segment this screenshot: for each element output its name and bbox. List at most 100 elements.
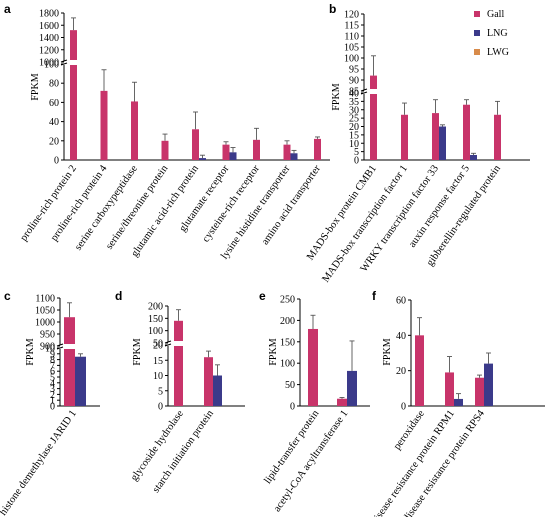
y-tick-label: 25 xyxy=(349,114,359,125)
y-tick-label: 60 xyxy=(49,98,59,109)
y-tick-label: 100 xyxy=(344,54,359,65)
y-tick-label: 0 xyxy=(50,402,55,413)
bar-gall xyxy=(314,138,321,160)
bar-gall xyxy=(204,357,213,406)
y-tick-label: 40 xyxy=(49,117,59,128)
y-tick-label: 1200 xyxy=(39,45,59,56)
y-tick-label: 2 xyxy=(50,390,55,401)
y-tick-label: 150 xyxy=(280,337,295,348)
y-tick-label: 6 xyxy=(50,367,55,378)
y-tick-label: 50 xyxy=(153,339,163,350)
bar-lng xyxy=(470,154,477,160)
bar-gall xyxy=(131,101,138,160)
y-tick-label: 0 xyxy=(54,156,59,167)
x-tick-label: proline-rich protein 2 xyxy=(18,163,79,243)
bar-gall xyxy=(370,75,377,160)
bar-gall xyxy=(308,328,318,406)
y-tick-label: 1000 xyxy=(35,318,55,329)
y-tick-label: 200 xyxy=(280,316,295,327)
y-tick-label: 0 xyxy=(290,402,295,413)
y-tick-label: 1100 xyxy=(35,294,55,305)
x-tick-label: glycoside hydrolase xyxy=(129,408,186,483)
bar-gall xyxy=(222,144,230,160)
y-tick-label: 30 xyxy=(349,105,359,116)
bar-gall xyxy=(283,144,291,160)
bar-gall xyxy=(445,372,454,406)
y-tick-label: 1800 xyxy=(39,9,59,20)
x-tick-label: starch initiation protein xyxy=(151,408,217,495)
y-tick-label: 150 xyxy=(148,314,163,325)
y-tick-label: 1000 xyxy=(39,58,59,69)
bar-gall xyxy=(100,90,108,160)
y-tick-label: 10 xyxy=(153,371,163,382)
bar-lng xyxy=(454,398,463,406)
panel-e: e FPKM 0 50 100 150 200 250 lipid-transfer prote… xyxy=(259,289,370,514)
bar-segment-lower xyxy=(70,65,77,160)
y-tick-label: 20 xyxy=(396,366,406,377)
bar-gall xyxy=(415,335,424,406)
bar-lng xyxy=(347,370,357,406)
bar-gall xyxy=(192,129,199,160)
panel-letter: f xyxy=(372,289,377,303)
y-tick-label: 20 xyxy=(349,122,359,133)
bar-gall xyxy=(475,377,484,406)
bar-gall xyxy=(494,114,501,160)
bar-lng xyxy=(439,126,446,160)
y-tick-label: 9 xyxy=(50,349,55,360)
bar-lng xyxy=(199,158,206,160)
panel-letter: b xyxy=(329,2,336,16)
y-tick-label: 200 xyxy=(148,302,163,313)
legend-swatch-gall xyxy=(474,11,480,17)
y-tick-label: 95 xyxy=(349,65,359,76)
y-tick-label: 5 xyxy=(50,373,55,384)
legend: Gall LNG LWG xyxy=(474,9,509,58)
y-tick-label: 80 xyxy=(49,79,59,90)
y-tick-label: 100 xyxy=(44,60,59,71)
y-tick-label: 7 xyxy=(50,361,55,372)
x-tick-label: lipid-transfer protein xyxy=(262,408,321,486)
panel-letter: d xyxy=(115,289,122,303)
bar-segment-upper xyxy=(64,317,75,344)
y-tick-label: 90 xyxy=(349,76,359,87)
bar-lng xyxy=(75,356,86,406)
y-tick-label: 950 xyxy=(40,330,55,341)
y-axis-label: FPKM xyxy=(132,338,143,365)
bar-gall xyxy=(337,398,347,406)
legend-label: Gall xyxy=(487,9,504,20)
y-tick-label: 15 xyxy=(153,356,163,367)
y-tick-label: 10 xyxy=(349,139,359,150)
y-tick-label: 20 xyxy=(153,341,163,352)
y-tick-label: 35 xyxy=(349,97,359,108)
y-tick-label: 0 xyxy=(354,156,359,167)
y-tick-label: 40 xyxy=(396,331,406,342)
y-axis-label: FPKM xyxy=(268,338,279,365)
legend-label: LNG xyxy=(487,28,508,39)
bar-gall xyxy=(64,317,75,406)
y-tick-label: 115 xyxy=(344,21,359,32)
bar-lng xyxy=(484,363,493,406)
y-tick-label: 10 xyxy=(45,344,55,355)
x-tick-label: proline-rich protein 4 xyxy=(49,163,110,243)
bar-segment-lower xyxy=(174,346,183,406)
y-tick-label: 4 xyxy=(50,378,55,389)
y-tick-label: 105 xyxy=(344,43,359,54)
y-tick-label: 0 xyxy=(401,402,406,413)
bar-lng xyxy=(213,375,222,406)
y-tick-label: 5 xyxy=(158,386,163,397)
bar-segment-upper xyxy=(174,320,183,341)
legend-swatch-lwg xyxy=(474,49,480,55)
bar-gall xyxy=(174,320,183,406)
y-tick-label: 100 xyxy=(280,359,295,370)
y-tick-label: 40 xyxy=(349,89,359,100)
y-axis-label: FPKM xyxy=(25,338,36,365)
panel-letter: e xyxy=(259,289,266,303)
y-tick-label: 110 xyxy=(344,32,359,43)
y-tick-label: 250 xyxy=(280,295,295,306)
y-tick-label: 15 xyxy=(349,130,359,141)
x-tick-label: histone demethylase JARID 1 xyxy=(0,408,79,517)
bar-gall xyxy=(432,113,439,160)
